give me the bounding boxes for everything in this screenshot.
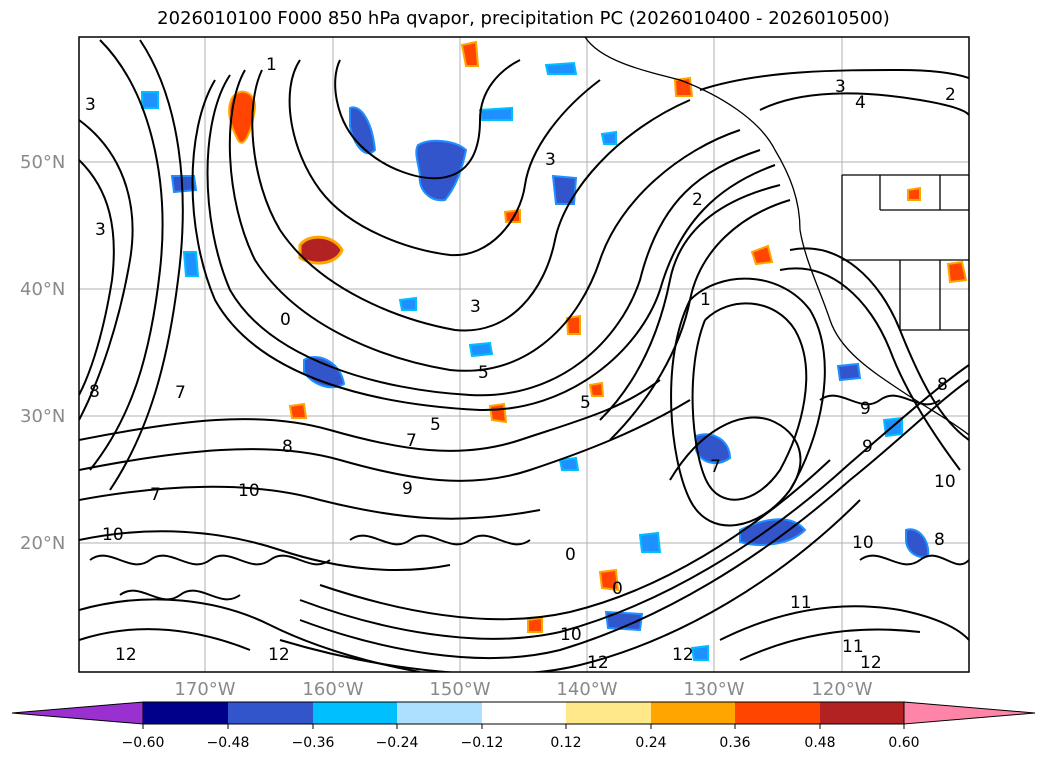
contour-label: 2 (945, 85, 956, 105)
contour-label: 12 (672, 645, 694, 665)
contour-label: 8 (282, 437, 293, 457)
contour-label: 0 (612, 579, 623, 599)
contour-label: 11 (842, 637, 864, 657)
colorbar-bin (651, 702, 735, 724)
contour-labels: 1 3 4 3 2 5 3 0 1 2 5 7 5 10 7 10 8 10 1… (85, 55, 956, 673)
contour-label: 7 (710, 457, 721, 477)
map-frame (78, 36, 970, 673)
contour-label: 10 (852, 533, 874, 553)
contour-label: 8 (937, 375, 948, 395)
qvapor-contours (79, 39, 969, 672)
contour-label: 10 (934, 472, 956, 492)
colorbar (11, 701, 1036, 729)
colorbar-bin (397, 702, 482, 724)
colorbar-tick: −0.12 (460, 735, 504, 751)
contour-label: 1 (266, 55, 277, 75)
contour-label: 5 (478, 363, 489, 383)
colorbar-bin (482, 702, 566, 724)
contour-label: 3 (85, 95, 96, 115)
colorbar-bin (143, 702, 228, 724)
contour-label: 5 (580, 393, 591, 413)
contour-label: 7 (175, 383, 186, 403)
colorbar-tick: −0.36 (291, 735, 335, 751)
contour-label: 0 (565, 545, 576, 565)
lon-label-120w: 120°W (811, 679, 873, 700)
contour-label: 12 (115, 645, 137, 665)
lat-label-50n: 50°N (20, 152, 66, 173)
contour-label: 12 (268, 645, 290, 665)
contour-label: 1 (700, 290, 711, 310)
contour-label: 8 (89, 382, 100, 402)
colorbar-tick: 0.48 (804, 735, 836, 751)
contour-label: 3 (95, 220, 106, 240)
contour-label: 4 (855, 93, 866, 113)
colorbar-extend-right (903, 701, 1036, 725)
lat-label-20n: 20°N (20, 533, 66, 554)
lon-label-150w: 150°W (429, 679, 491, 700)
contour-label: 3 (545, 150, 556, 170)
contour-label: 2 (692, 190, 703, 210)
colorbar-tick: −0.60 (121, 735, 165, 751)
contour-label: 7 (406, 431, 417, 451)
contour-label: 12 (860, 653, 882, 673)
contour-label: 0 (280, 310, 291, 330)
lat-label-40n: 40°N (20, 279, 66, 300)
contour-label: 9 (862, 437, 873, 457)
precip-positive-patches (228, 40, 968, 633)
colorbar-tick: 0.12 (550, 735, 582, 751)
contour-label: 7 (150, 485, 161, 505)
lon-label-170w: 170°W (174, 679, 236, 700)
colorbar-bin (566, 702, 651, 724)
colorbar-tick: −0.24 (375, 735, 419, 751)
colorbar-bin (735, 702, 820, 724)
colorbar-bin (228, 702, 313, 724)
contour-label: 10 (560, 625, 582, 645)
coastline (584, 37, 969, 436)
contour-label: 11 (790, 593, 812, 613)
contour-label: 9 (402, 479, 413, 499)
colorbar-bin (313, 702, 397, 724)
contour-label: 10 (238, 481, 260, 501)
contour-label: 8 (934, 530, 945, 550)
contour-label: 10 (102, 525, 124, 545)
colorbar-tick: 0.24 (635, 735, 667, 751)
contour-label: 12 (587, 653, 609, 673)
map-title: 2026010100 F000 850 hPa qvapor, precipit… (157, 8, 890, 29)
lon-label-130w: 130°W (683, 679, 745, 700)
lat-label-30n: 30°N (20, 406, 66, 427)
contour-label: 3 (470, 297, 481, 317)
colorbar-tick: 0.36 (719, 735, 751, 751)
colorbar-extend-left (11, 701, 144, 725)
map-panel: 1 3 4 3 2 5 3 0 1 2 5 7 5 10 7 10 8 10 1… (78, 36, 970, 673)
contour-label: 3 (835, 77, 846, 97)
contour-label: 5 (430, 415, 441, 435)
lon-label-160w: 160°W (302, 679, 364, 700)
colorbar-tick: 0.60 (888, 735, 920, 751)
colorbar-bin (820, 702, 904, 724)
colorbar-tick: −0.48 (206, 735, 250, 751)
lon-label-140w: 140°W (556, 679, 618, 700)
contour-label: 9 (860, 399, 871, 419)
